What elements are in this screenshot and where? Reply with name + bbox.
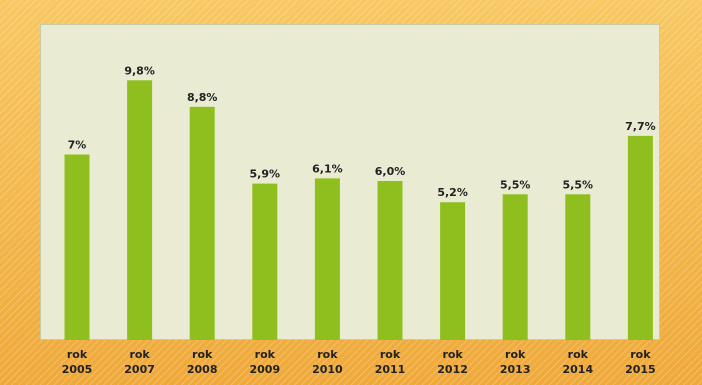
- data-label-2009: 5,9%: [250, 168, 281, 181]
- data-label-2013: 5,5%: [500, 178, 531, 191]
- data-label-2011: 6,0%: [375, 165, 406, 178]
- category-label-2014: rok 2014: [562, 348, 593, 376]
- data-label-2007: 9,8%: [124, 64, 155, 77]
- category-label-2007: rok 2007: [124, 348, 155, 376]
- data-label-2012: 5,2%: [437, 186, 468, 199]
- bar-2012: [440, 202, 466, 340]
- category-label-2011: rok 2011: [375, 348, 406, 376]
- data-label-2008: 8,8%: [187, 91, 218, 104]
- bar-2007: [127, 80, 153, 341]
- category-label-2008: rok 2008: [187, 348, 218, 376]
- category-label-2005: rok 2005: [62, 348, 93, 376]
- bar-2015: [627, 135, 653, 340]
- category-label-2010: rok 2010: [312, 348, 343, 376]
- bar-2013: [502, 194, 528, 341]
- data-label-2014: 5,5%: [563, 178, 594, 191]
- bar-2011: [377, 181, 403, 340]
- bar-2010: [314, 178, 340, 340]
- data-label-2005: 7%: [68, 139, 87, 152]
- category-label-2013: rok 2013: [500, 348, 531, 376]
- bar-2005: [64, 154, 90, 340]
- category-label-2012: rok 2012: [437, 348, 468, 376]
- bar-2008: [189, 106, 215, 340]
- bar-2014: [565, 194, 591, 341]
- bar-2009: [252, 183, 278, 340]
- category-label-2009: rok 2009: [249, 348, 280, 376]
- data-label-2010: 6,1%: [312, 162, 343, 175]
- data-label-2015: 7,7%: [625, 120, 656, 133]
- category-label-2015: rok 2015: [625, 348, 656, 376]
